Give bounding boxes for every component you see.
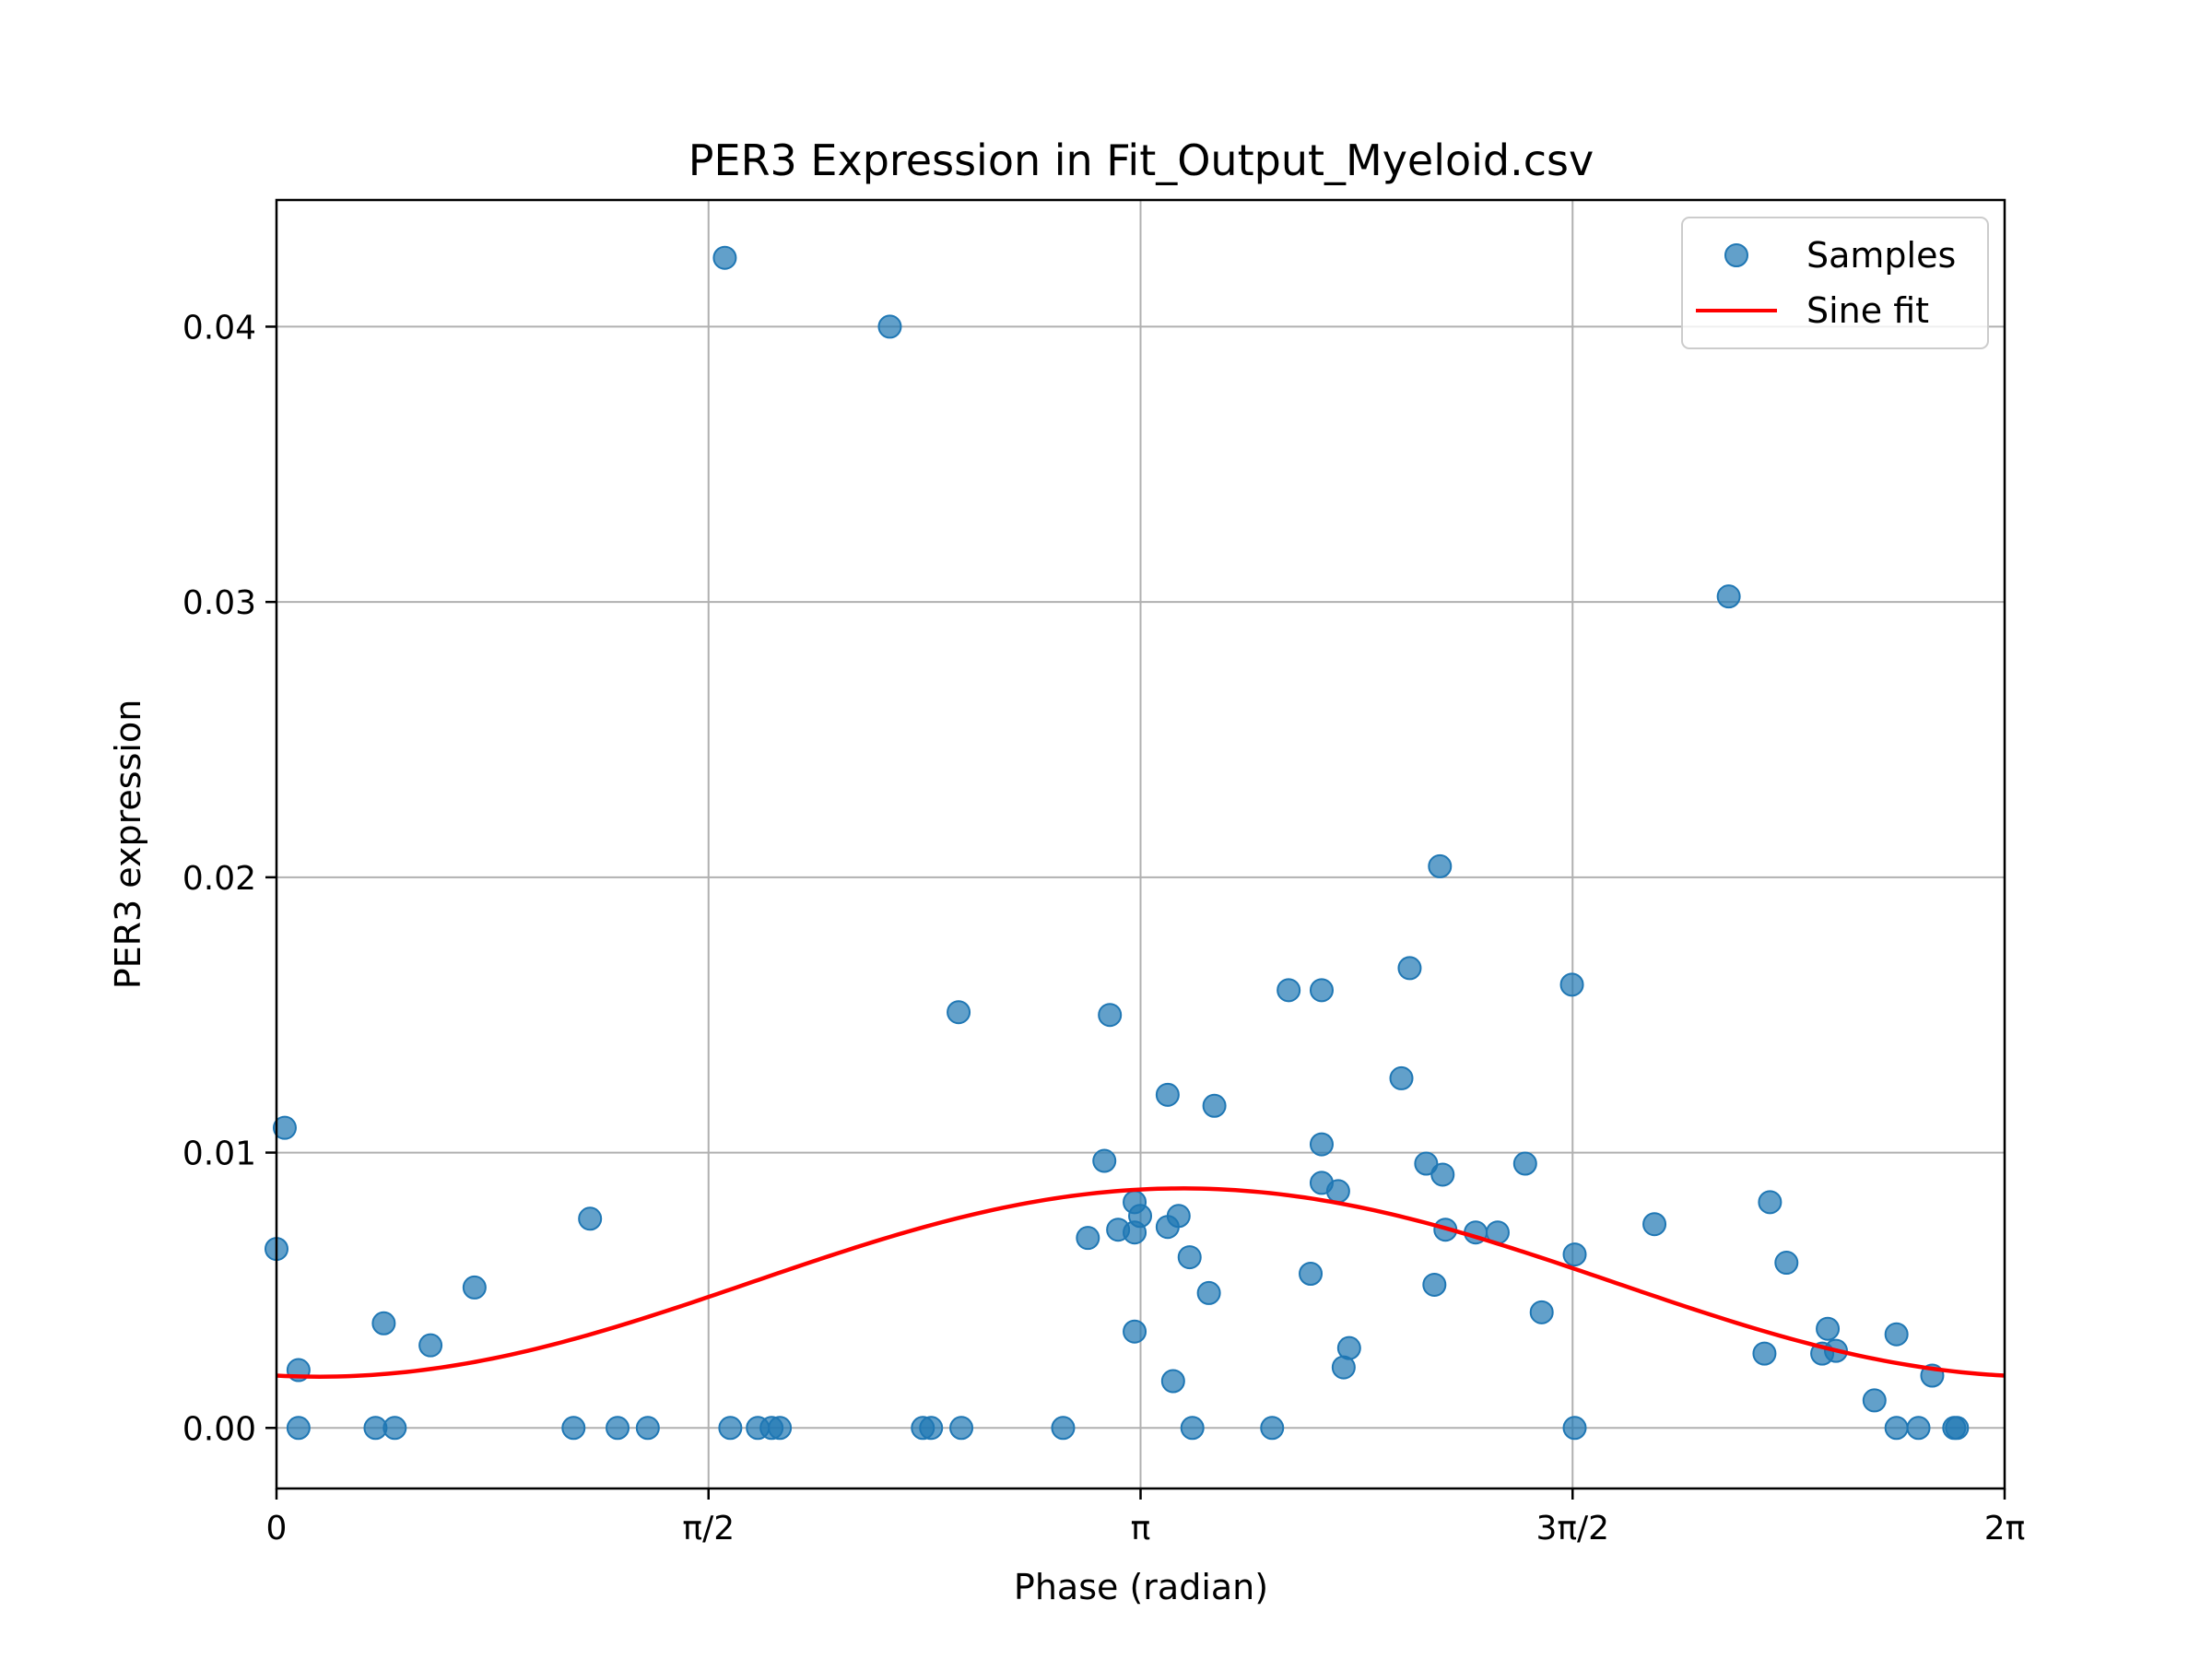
sample-point: [561, 1416, 586, 1441]
x-tick-label: 2π: [1984, 1510, 2026, 1547]
sample-point: [1529, 1300, 1554, 1324]
sample-point: [635, 1416, 660, 1441]
sample-point: [1123, 1319, 1147, 1344]
sample-point: [1260, 1416, 1285, 1441]
sample-point: [1512, 1151, 1537, 1176]
y-tick-label: 0.04: [182, 309, 256, 347]
sine-fit-line: [276, 1186, 2006, 1379]
sample-point: [606, 1416, 630, 1441]
sample-point: [1414, 1151, 1439, 1176]
sample-point: [1180, 1416, 1205, 1441]
sample-point: [1277, 978, 1301, 1003]
sample-point: [1758, 1190, 1783, 1215]
sample-point: [1906, 1416, 1931, 1441]
sample-point: [919, 1416, 944, 1441]
legend-samples-marker: [1724, 243, 1748, 267]
sample-point: [1422, 1272, 1447, 1297]
y-axis-title: PER3 expression: [108, 700, 148, 990]
sample-point: [1945, 1416, 1970, 1441]
sample-point: [947, 1000, 971, 1025]
sample-point: [1884, 1322, 1909, 1347]
points-layer: [265, 245, 1970, 1441]
sample-point: [1166, 1204, 1191, 1229]
sample-point: [462, 1275, 487, 1300]
sample-point: [1076, 1226, 1100, 1251]
sample-point: [1752, 1341, 1777, 1366]
sample-point: [1389, 1065, 1414, 1090]
x-tick-label: π/2: [682, 1510, 735, 1547]
legend-box: [1681, 217, 1989, 349]
sample-point: [1325, 1179, 1350, 1204]
sample-point: [1816, 1316, 1841, 1341]
sample-point: [718, 1416, 743, 1441]
sample-point: [1562, 1416, 1587, 1441]
sample-point: [1862, 1388, 1887, 1413]
sample-point: [1559, 972, 1584, 997]
sample-point: [1397, 956, 1422, 981]
legend-sine-fit-label: Sine fit: [1806, 290, 1929, 331]
y-tick-label: 0.02: [182, 860, 256, 898]
sample-point: [1309, 978, 1334, 1003]
sample-point: [1098, 1003, 1123, 1028]
sample-point: [382, 1416, 407, 1441]
sample-point: [371, 1311, 396, 1335]
x-tick-label: 3π/2: [1535, 1510, 1609, 1547]
fit-line-layer: [276, 1186, 2006, 1379]
sample-point: [1299, 1262, 1324, 1286]
sample-point: [1051, 1416, 1076, 1441]
sample-point: [949, 1416, 974, 1441]
x-tick-label: π: [1131, 1510, 1151, 1547]
x-tick-label: 0: [266, 1510, 288, 1547]
sample-point: [1716, 584, 1741, 609]
sample-point: [1177, 1245, 1202, 1270]
sample-point: [1309, 1132, 1334, 1157]
sample-point: [1092, 1148, 1117, 1173]
sample-point: [768, 1416, 793, 1441]
sample-point: [1196, 1280, 1221, 1305]
sample-point: [1155, 1082, 1180, 1107]
y-tick-label: 0.01: [182, 1135, 256, 1173]
sample-point: [418, 1333, 443, 1358]
sample-point: [712, 245, 737, 270]
sample-point: [272, 1115, 297, 1140]
sample-point: [578, 1206, 603, 1231]
sample-point: [1884, 1416, 1909, 1441]
sample-point: [877, 314, 902, 339]
y-tick-label: 0.00: [182, 1410, 256, 1448]
y-tick-label: 0.03: [182, 584, 256, 622]
sample-point: [1128, 1204, 1153, 1229]
sample-point: [1202, 1093, 1227, 1118]
sample-point: [286, 1416, 311, 1441]
sample-point: [1160, 1369, 1185, 1394]
sample-point: [1562, 1242, 1587, 1267]
sample-point: [1642, 1212, 1667, 1237]
sample-point: [1336, 1335, 1361, 1360]
chart-title: PER3 Expression in Fit_Output_Myeloid.cs…: [688, 135, 1594, 185]
legend: Samples Sine fit: [1681, 217, 1989, 349]
x-axis-title: Phase (radian): [1014, 1567, 1268, 1607]
sample-point: [1428, 853, 1453, 878]
sample-point: [1430, 1162, 1455, 1187]
ticks-layer: 0 π/2 π 3π/2 2π 0.00 0.01 0.02 0.03 0.04: [182, 309, 2025, 1547]
sample-point: [1774, 1251, 1799, 1276]
legend-samples-label: Samples: [1806, 235, 1956, 276]
